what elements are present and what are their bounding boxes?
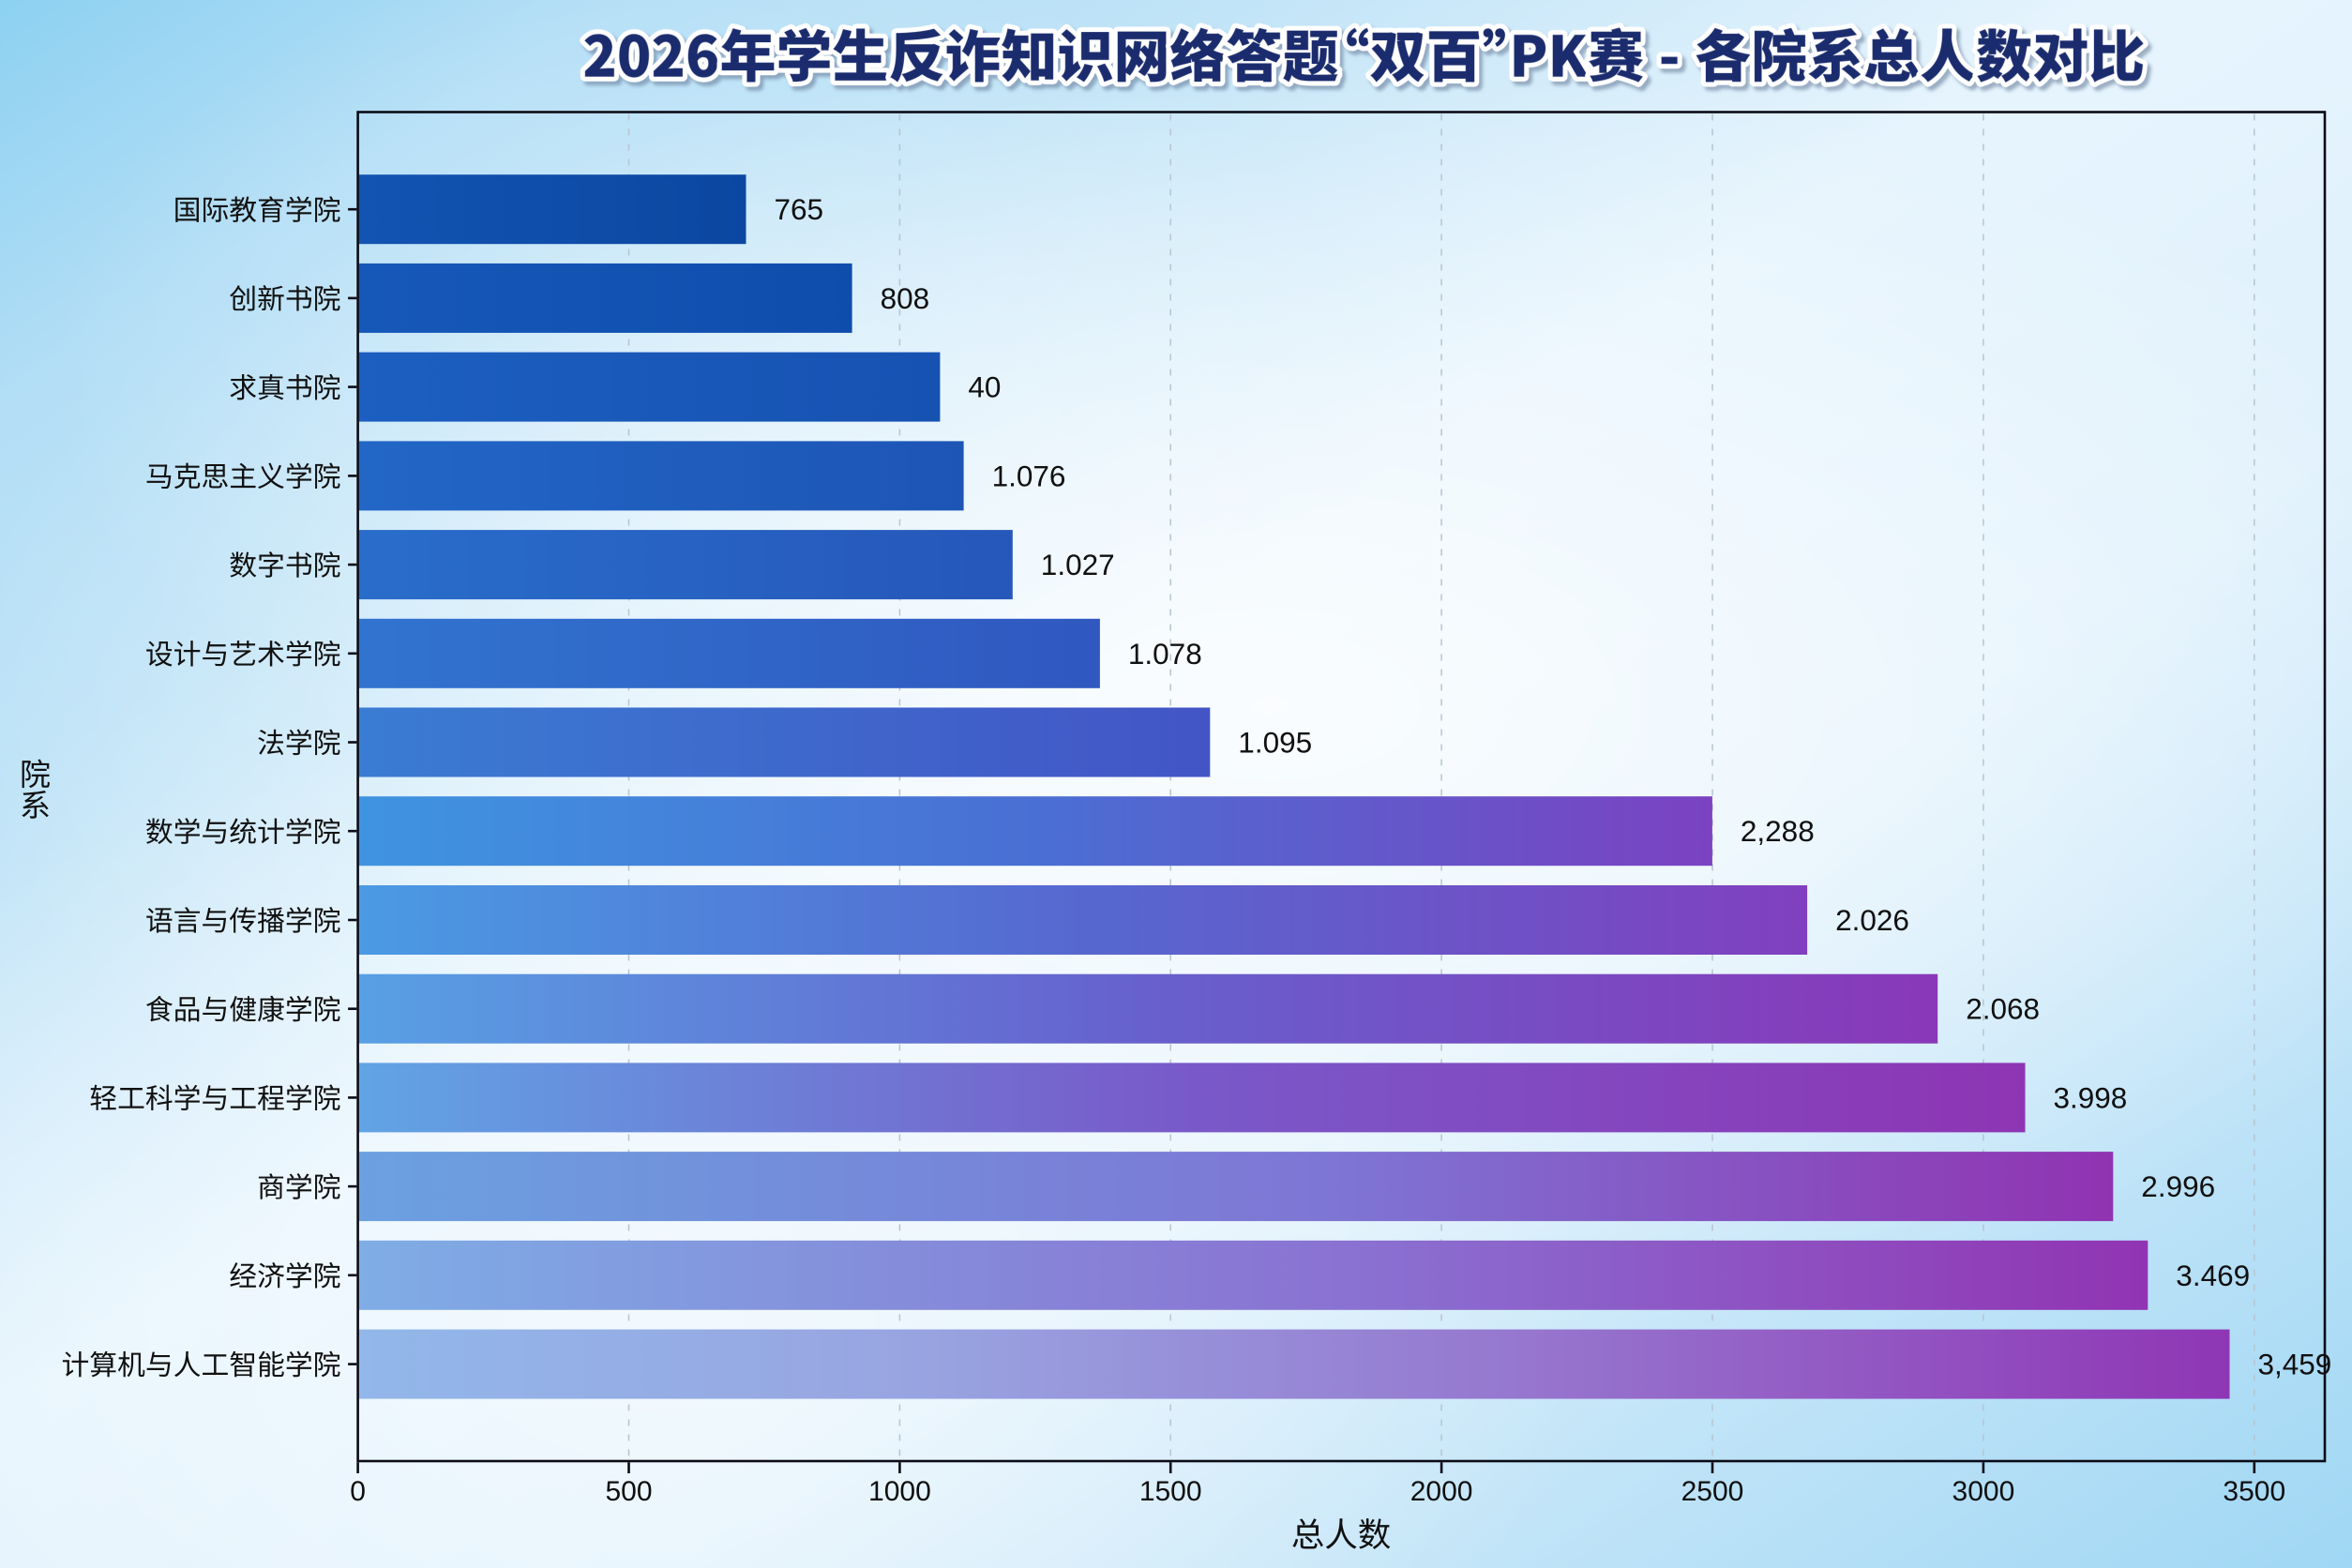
svg-text:2.068: 2.068: [1966, 992, 2040, 1026]
svg-text:40: 40: [968, 370, 1001, 404]
svg-text:808: 808: [881, 281, 930, 315]
svg-text:1.095: 1.095: [1238, 726, 1312, 760]
svg-text:3.469: 3.469: [2176, 1259, 2250, 1292]
svg-text:3,459: 3,459: [2258, 1348, 2332, 1381]
svg-text:500: 500: [605, 1476, 652, 1507]
svg-text:2.996: 2.996: [2141, 1169, 2215, 1203]
svg-text:2.026: 2.026: [1835, 903, 1909, 937]
svg-text:3500: 3500: [2223, 1476, 2285, 1507]
svg-text:1000: 1000: [868, 1476, 931, 1507]
svg-text:765: 765: [775, 192, 824, 226]
svg-text:3000: 3000: [1952, 1476, 2015, 1507]
svg-text:1.076: 1.076: [992, 459, 1066, 492]
svg-text:0: 0: [350, 1476, 366, 1507]
svg-text:2000: 2000: [1410, 1476, 1473, 1507]
svg-text:3.998: 3.998: [2054, 1080, 2128, 1114]
svg-text:2,288: 2,288: [1741, 814, 1815, 848]
svg-text:1.078: 1.078: [1128, 637, 1202, 671]
svg-text:1.027: 1.027: [1041, 548, 1115, 581]
svg-text:2500: 2500: [1681, 1476, 1744, 1507]
svg-text:1500: 1500: [1139, 1476, 1202, 1507]
